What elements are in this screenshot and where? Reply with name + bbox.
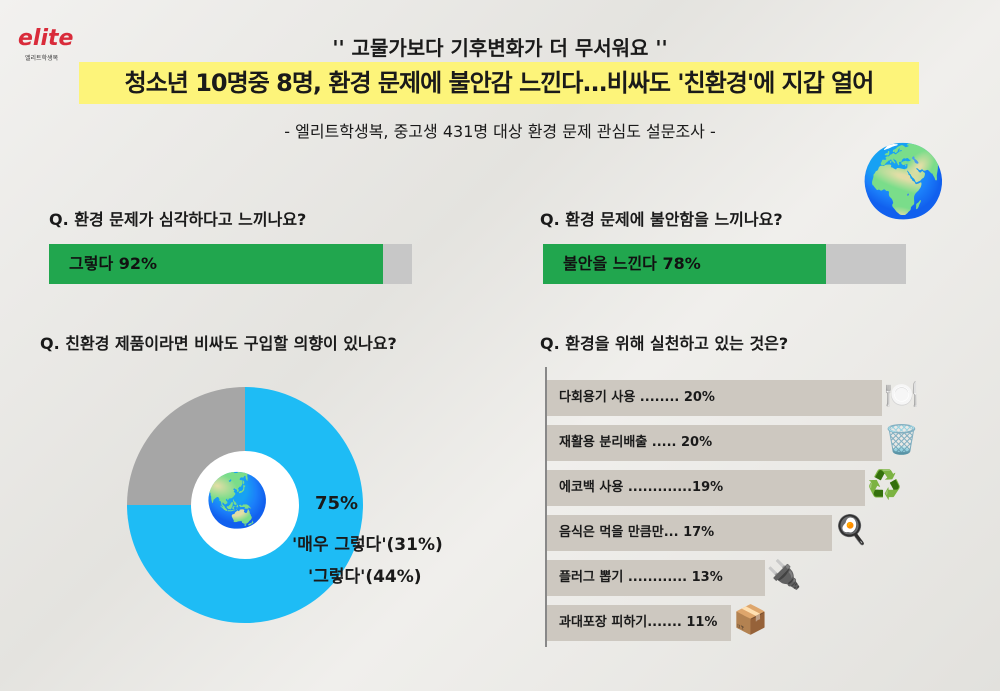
logo: elite	[18, 26, 74, 51]
logo-subtext: 엘리트학생복	[25, 55, 59, 62]
recycle-bin-icon: 🗑️	[884, 423, 919, 456]
practice-axis	[545, 367, 547, 647]
practice-bar-1: 재활용 분리배출 ..... 20%	[547, 425, 882, 461]
q2-bar-fill: 불안을 느낀다 78%	[543, 244, 827, 284]
donut-chart	[127, 387, 363, 623]
box-icon: 📦	[733, 603, 769, 636]
subtitle: - 엘리트학생복, 중고생 431명 대상 환경 문제 관심도 설문조사 -	[284, 122, 716, 141]
donut-label-very: '매우 그렇다'(31%)	[292, 535, 443, 555]
plate-food-icon: 🍳	[833, 513, 869, 546]
q2-title: Q. 환경 문제에 불안함을 느끼나요?	[540, 210, 783, 229]
donut-total-label: 75%	[315, 493, 359, 514]
plug-icon: 🔌	[766, 558, 802, 591]
q2-bar-track: 불안을 느낀다 78%	[543, 244, 906, 284]
q1-title: Q. 환경 문제가 심각하다고 느끼나요?	[49, 210, 307, 229]
quote: '' 고물가보다 기후변화가 더 무서워요 ''	[332, 36, 668, 60]
dish-icon: 🍽️	[884, 378, 919, 411]
hands-globe-icon: 🌏	[205, 471, 270, 531]
practice-bar-0: 다회용기 사용 ........ 20%	[547, 380, 882, 416]
practice-bar-4: 플러그 뽑기 ............ 13%	[547, 560, 765, 596]
practice-bar-2: 에코백 사용 .............19%	[547, 470, 866, 506]
earth-trash-icon: 🌍	[860, 140, 948, 222]
q4-title: Q. 환경을 위해 실천하고 있는 것은?	[540, 334, 789, 353]
q1-bar-track: 그렇다 92%	[49, 244, 412, 284]
q3-title: Q. 친환경 제품이라면 비싸도 구입할 의향이 있나요?	[40, 334, 397, 353]
donut-hole	[191, 451, 299, 559]
q1-bar-fill: 그렇다 92%	[49, 244, 383, 284]
donut-label-yes: '그렇다'(44%)	[308, 567, 422, 587]
eco-bag-icon: ♻️	[867, 468, 903, 501]
headline: 청소년 10명중 8명, 환경 문제에 불안감 느낀다...비싸도 '친환경'에…	[79, 62, 919, 104]
practice-bar-5: 과대포장 피하기....... 11%	[547, 605, 732, 641]
practice-bar-3: 음식은 먹을 만큼만... 17%	[547, 515, 832, 551]
